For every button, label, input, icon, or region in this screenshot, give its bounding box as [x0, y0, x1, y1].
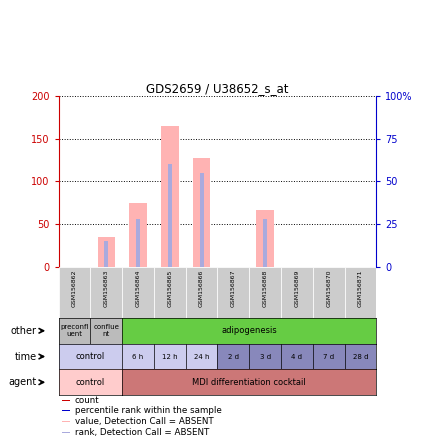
Bar	[168, 164, 171, 267]
Text: other: other	[10, 326, 36, 336]
Text: percentile rank within the sample: percentile rank within the sample	[75, 406, 221, 416]
Bar	[263, 219, 266, 267]
Text: preconfl
uent: preconfl uent	[60, 324, 89, 337]
Bar	[344, 267, 375, 318]
Text: GSM156867: GSM156867	[230, 270, 235, 307]
Title: GDS2659 / U38652_s_at: GDS2659 / U38652_s_at	[146, 82, 288, 95]
Text: 24 h: 24 h	[194, 353, 209, 360]
Bar	[136, 219, 140, 267]
Text: adipogenesis: adipogenesis	[221, 326, 276, 335]
Text: GSM156870: GSM156870	[326, 270, 330, 307]
Bar	[90, 267, 122, 318]
Bar	[122, 267, 154, 318]
Bar	[129, 203, 147, 267]
Text: GSM156868: GSM156868	[262, 270, 267, 307]
Bar	[59, 267, 90, 318]
Text: value, Detection Call = ABSENT: value, Detection Call = ABSENT	[75, 417, 213, 426]
Text: GSM156866: GSM156866	[199, 270, 204, 307]
Text: control: control	[76, 352, 105, 361]
Bar	[104, 241, 108, 267]
Text: 4 d: 4 d	[291, 353, 302, 360]
Bar	[192, 159, 210, 267]
Bar	[154, 267, 185, 318]
Text: conflue
nt: conflue nt	[93, 324, 119, 337]
Text: 3 d: 3 d	[259, 353, 270, 360]
Text: GSM156871: GSM156871	[357, 270, 362, 307]
Bar	[280, 267, 312, 318]
Bar	[185, 267, 217, 318]
Bar	[97, 237, 115, 267]
Bar	[161, 126, 178, 267]
Bar	[312, 267, 344, 318]
Text: GSM156862: GSM156862	[72, 270, 77, 307]
Text: 6 h: 6 h	[132, 353, 143, 360]
Text: GSM156869: GSM156869	[294, 270, 299, 307]
FancyBboxPatch shape	[62, 400, 70, 401]
Text: agent: agent	[8, 377, 36, 387]
Bar	[199, 173, 203, 267]
Text: GSM156865: GSM156865	[167, 270, 172, 307]
Text: 12 h: 12 h	[162, 353, 177, 360]
Bar	[217, 267, 249, 318]
Bar	[249, 267, 280, 318]
Text: MDI differentiation cocktail: MDI differentiation cocktail	[192, 378, 306, 387]
Text: time: time	[14, 352, 36, 361]
Text: rank, Detection Call = ABSENT: rank, Detection Call = ABSENT	[75, 428, 208, 436]
Bar	[256, 210, 273, 267]
FancyBboxPatch shape	[62, 421, 70, 422]
Text: count: count	[75, 396, 99, 405]
Text: GSM156863: GSM156863	[104, 270, 108, 307]
Text: control: control	[76, 378, 105, 387]
Text: 2 d: 2 d	[227, 353, 238, 360]
Text: 7 d: 7 d	[322, 353, 333, 360]
Text: GSM156864: GSM156864	[135, 270, 140, 307]
FancyBboxPatch shape	[62, 410, 70, 412]
Text: 28 d: 28 d	[352, 353, 367, 360]
